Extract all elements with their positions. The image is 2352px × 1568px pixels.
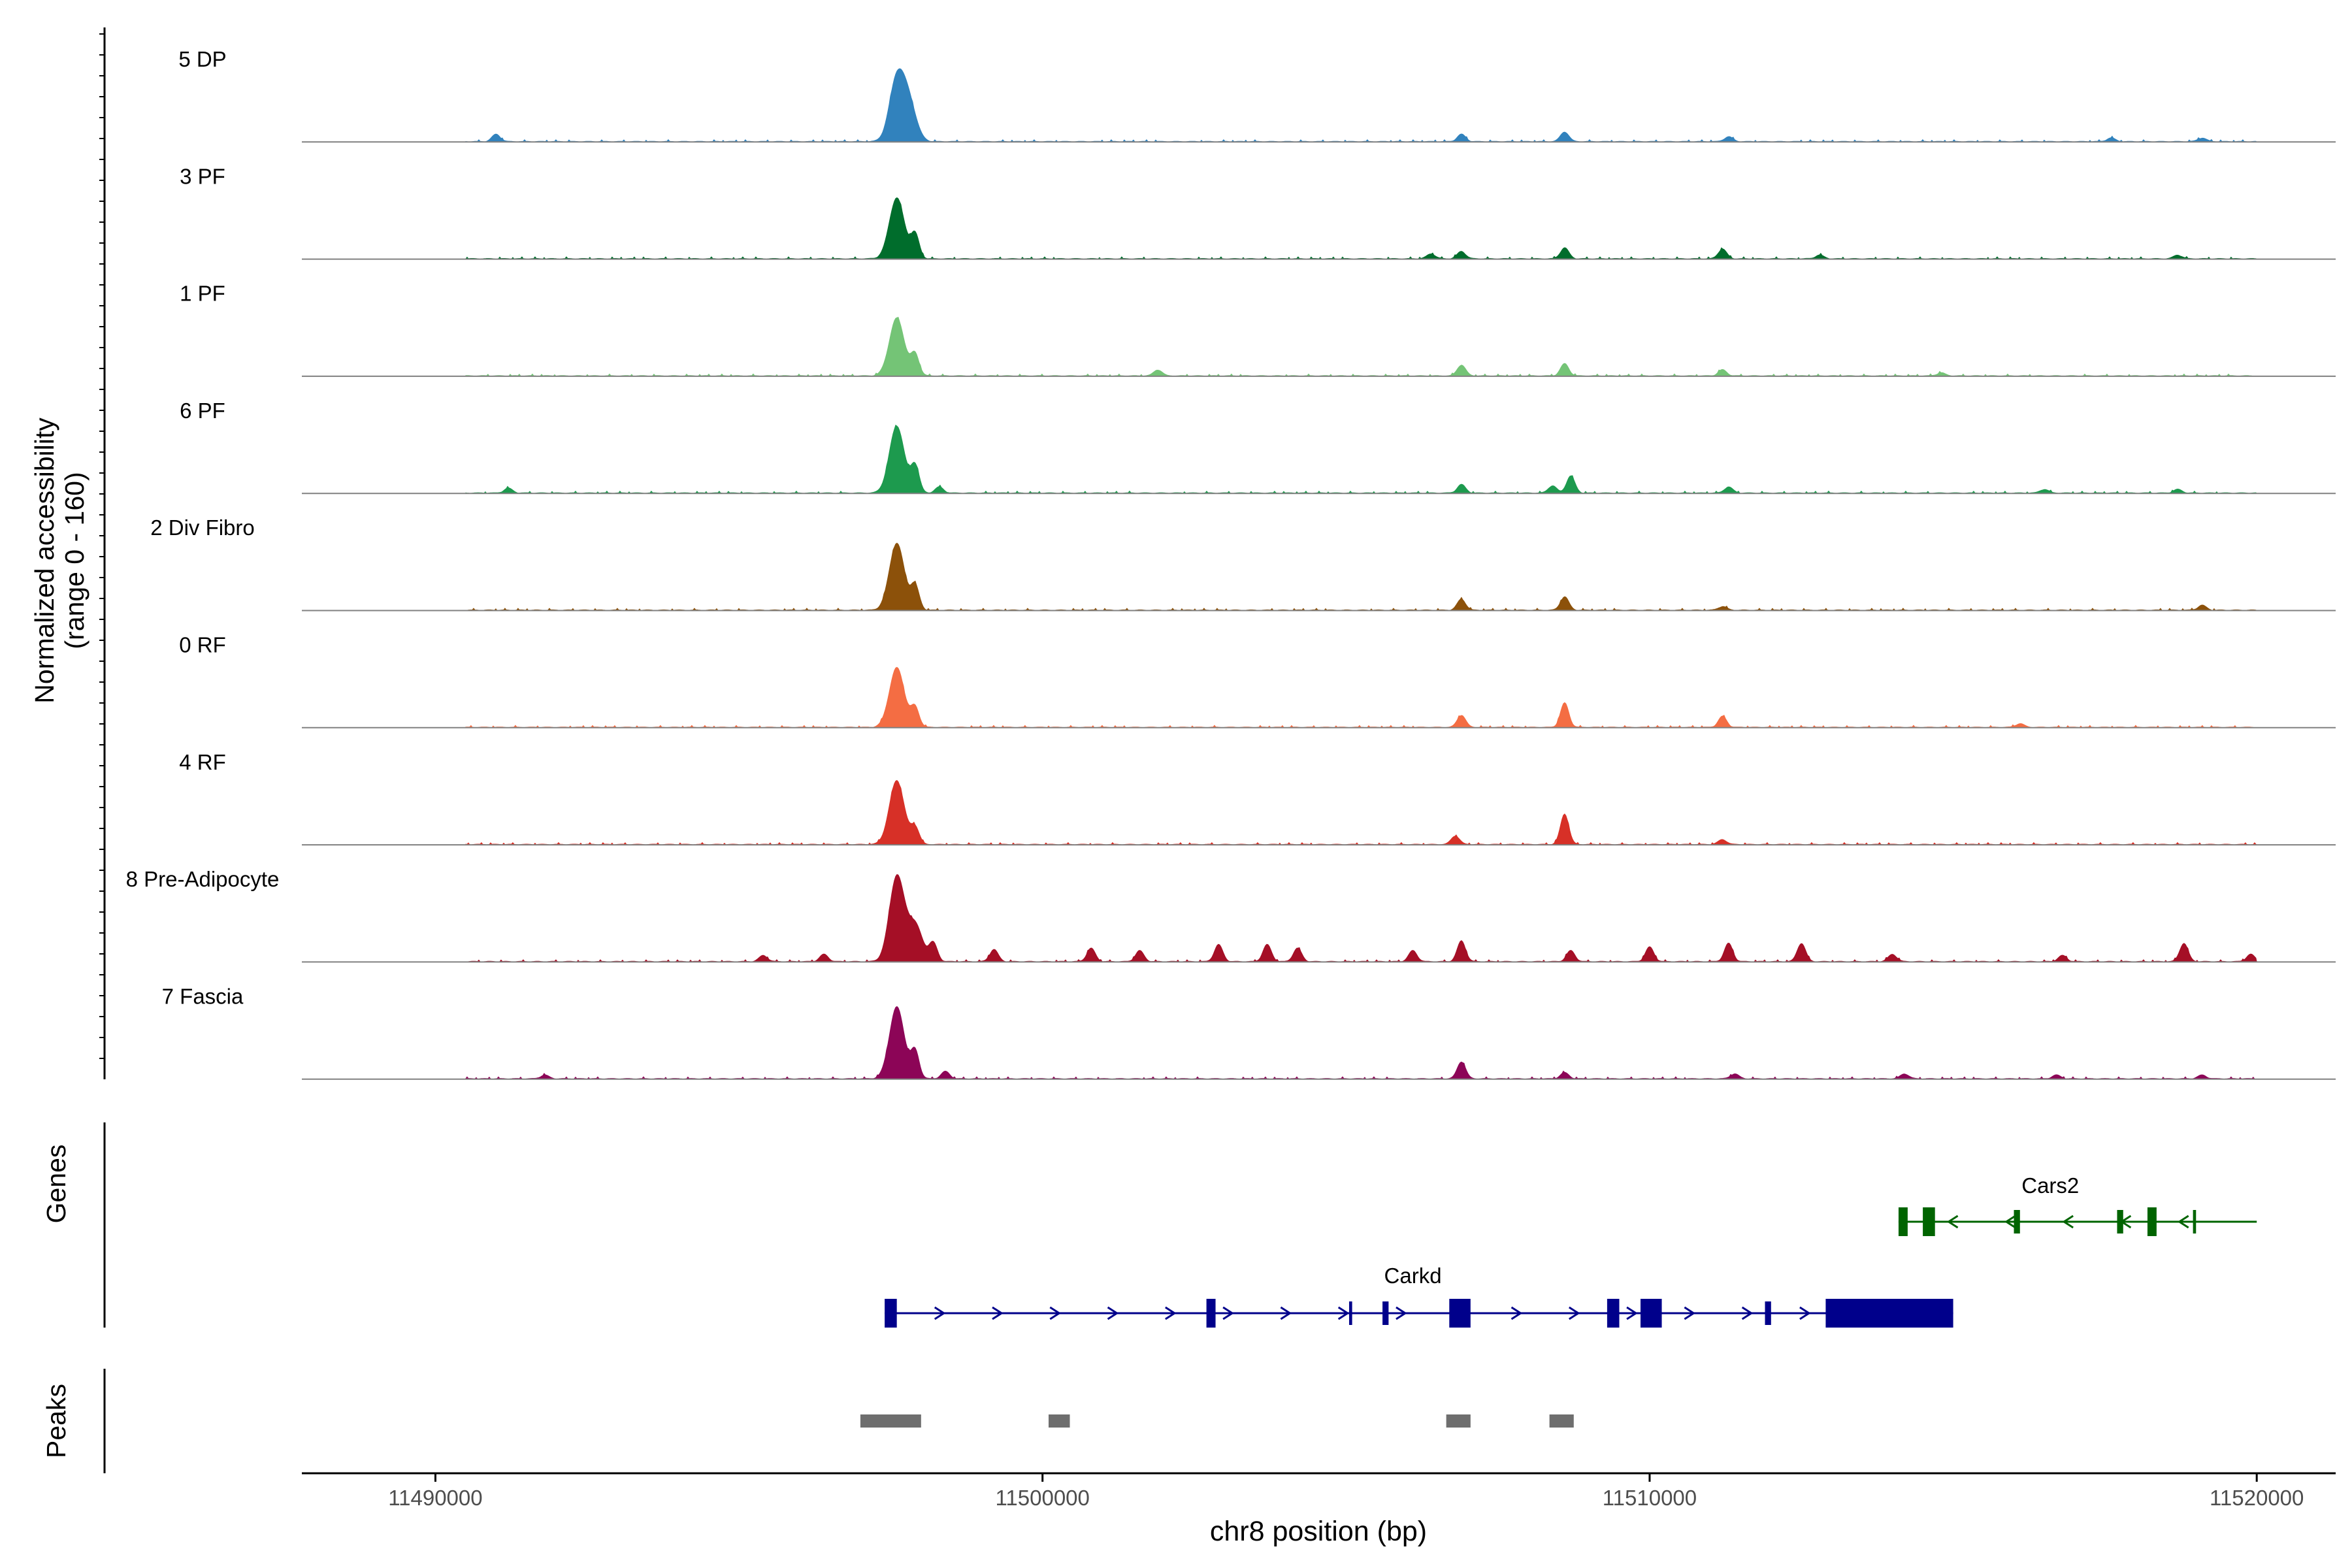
strand-arrow [1511, 1306, 1523, 1320]
gene-exon [1382, 1301, 1389, 1325]
x-axis-label: chr8 position (bp) [1210, 1516, 1427, 1547]
track-area [465, 197, 2257, 260]
track-label: 4 RF [179, 750, 226, 774]
x-axis-tick-label: 11490000 [388, 1486, 482, 1510]
strand-arrow [1049, 1306, 1062, 1320]
track-label: 8 Pre-Adipocyte [126, 867, 280, 891]
track-area [465, 542, 2258, 612]
y-axis-label-line1: Normalized accessibility [29, 417, 59, 704]
strand-arrow [1684, 1306, 1696, 1320]
strand-arrow [1337, 1306, 1350, 1320]
y-axis-label-line2: (range 0 - 160) [59, 472, 90, 649]
track-1-pf: 1 PF [180, 282, 2336, 377]
strand-arrow [1741, 1306, 1754, 1320]
strand-arrow [1280, 1306, 1292, 1320]
strand-arrow [1946, 1215, 1959, 1229]
track-4-rf: 4 RF [179, 750, 2336, 846]
gene-exon [2117, 1210, 2123, 1233]
peaks-panel [860, 1414, 1574, 1428]
gene-carkd: Carkd [885, 1264, 1953, 1328]
track-label: 5 DP [178, 47, 226, 71]
strand-arrow [934, 1306, 946, 1320]
track-label: 3 PF [180, 164, 225, 188]
strand-arrow [1396, 1306, 1407, 1320]
track-label: 2 Div Fibro [150, 515, 255, 540]
track-area [465, 316, 2257, 377]
strand-arrow [1799, 1306, 1811, 1320]
peaks-panel-label: Peaks [41, 1384, 71, 1458]
genes-panel: Carkd Cars2 [885, 1173, 2257, 1328]
track-label: 6 PF [180, 399, 225, 423]
gene-exon [1765, 1301, 1771, 1325]
strand-arrow [1222, 1306, 1234, 1320]
x-axis-tick-label: 11500000 [996, 1486, 1090, 1510]
track-label: 7 Fascia [162, 984, 244, 1008]
coverage-y-ticks [99, 33, 105, 1059]
strand-arrow [1107, 1306, 1119, 1320]
gene-exon [1449, 1299, 1471, 1328]
strand-arrow [992, 1306, 1004, 1320]
gene-exon [1898, 1207, 1908, 1236]
peak-region [1446, 1414, 1471, 1428]
peak-region [1048, 1414, 1070, 1428]
strand-arrow [1165, 1306, 1177, 1320]
gene-exon [1825, 1299, 1953, 1328]
track-area [465, 68, 2258, 142]
strand-arrow [1626, 1306, 1638, 1320]
x-axis-tick-label: 11520000 [2210, 1486, 2304, 1510]
peak-region [1549, 1414, 1574, 1428]
gene-label: Carkd [1384, 1264, 1442, 1288]
gene-exon [1607, 1299, 1620, 1328]
track-8-pre-adipocyte: 8 Pre-Adipocyte [126, 867, 2336, 963]
x-axis-tick-label: 11510000 [1603, 1486, 1697, 1510]
gene-exon [1206, 1299, 1216, 1328]
track-6-pf: 6 PF [180, 399, 2336, 495]
gene-exon [2193, 1210, 2197, 1233]
gene-exon [1923, 1207, 1935, 1236]
track-area [465, 874, 2257, 962]
genes-panel-label: Genes [41, 1145, 71, 1224]
gene-exon [1348, 1301, 1352, 1325]
track-2-div-fibro: 2 Div Fibro [150, 515, 2336, 612]
track-label: 0 RF [179, 633, 226, 657]
gene-exon [2147, 1207, 2157, 1236]
track-label: 1 PF [180, 282, 225, 306]
x-axis: 11490000 11500000 11510000 11520000 [388, 1473, 2304, 1510]
coverage-tracks: 5 DP 3 PF 1 PF 6 PF 2 Div Fibro 0 RF 4 RF 8 Pre… [126, 47, 2336, 1080]
gene-exon [1641, 1299, 1662, 1328]
peak-region [860, 1414, 921, 1428]
track-0-rf: 0 RF [179, 633, 2336, 728]
gene-label: Cars2 [2021, 1173, 2079, 1198]
gene-exon [2014, 1210, 2020, 1233]
gene-exon [885, 1299, 897, 1328]
track-5-dp: 5 DP [178, 47, 2336, 143]
strand-arrow [2177, 1215, 2189, 1229]
strand-arrow [1568, 1306, 1580, 1320]
strand-arrow [2062, 1215, 2074, 1229]
track-area [465, 1005, 2257, 1080]
track-area [465, 666, 2257, 728]
track-7-fascia: 7 Fascia [162, 984, 2336, 1080]
track-area [465, 425, 2258, 494]
gene-cars2: Cars2 [1898, 1173, 2257, 1236]
track-area [465, 779, 2258, 845]
track-3-pf: 3 PF [180, 164, 2336, 260]
strand-arrow [2004, 1215, 2016, 1229]
